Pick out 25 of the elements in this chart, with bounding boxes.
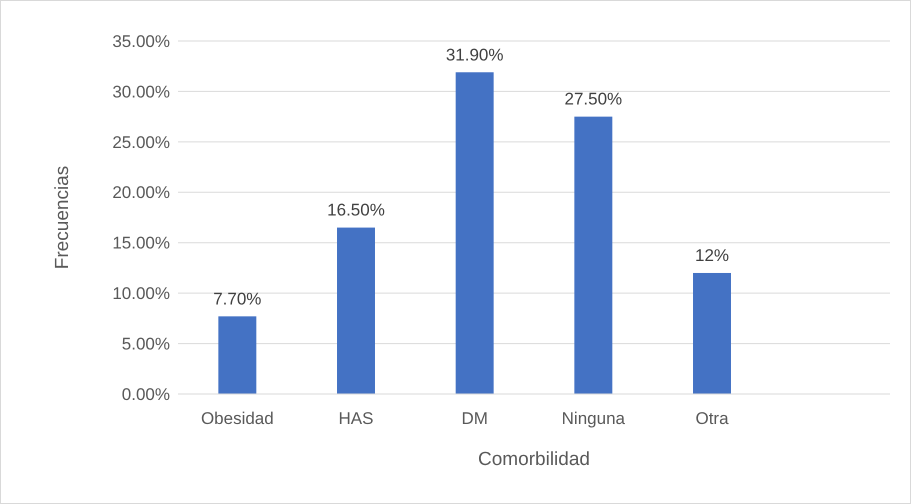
data-label: 12% [694, 246, 730, 265]
y-axis-title: Frecuencias [52, 166, 73, 270]
y-tick-label: 10.00% [112, 284, 170, 304]
data-label: 16.50% [327, 200, 385, 220]
data-label: 31.90% [446, 45, 504, 64]
y-tick-label: 15.00% [112, 234, 170, 253]
x-tick-label: Otra [695, 409, 730, 428]
x-tick-label: DM [461, 409, 488, 428]
y-tick-label: 30.00% [112, 82, 170, 102]
x-tick-label: Obesidad [200, 409, 274, 428]
bar [574, 116, 612, 394]
y-tick-label: 35.00% [112, 32, 170, 51]
bar [456, 72, 494, 394]
data-label: 27.50% [564, 90, 622, 109]
y-tick-label: 0.00% [122, 384, 170, 404]
bar [218, 316, 256, 394]
x-axis-title: Comorbilidad [478, 449, 590, 470]
bar [337, 228, 375, 394]
x-tick-label: Ninguna [562, 409, 626, 428]
data-label: 7.70% [213, 289, 262, 308]
y-tick-label: 20.00% [112, 183, 170, 202]
x-tick-label: HAS [338, 409, 374, 428]
y-tick-label: 5.00% [122, 334, 170, 354]
bar [693, 272, 731, 394]
y-tick-label: 25.00% [112, 132, 170, 152]
